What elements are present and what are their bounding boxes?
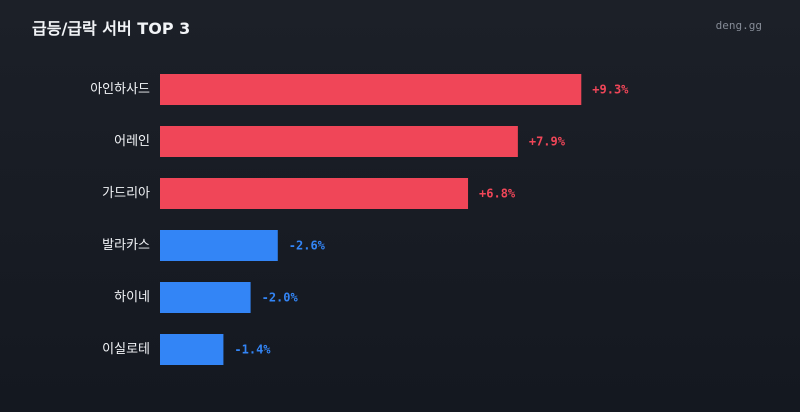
- value-label: -1.4%: [234, 343, 271, 357]
- chart-title: 급등/급락 서버 TOP 3: [32, 19, 191, 38]
- value-label: +9.3%: [592, 83, 629, 97]
- category-label: 발라카스: [102, 238, 150, 253]
- category-label: 가드리아: [102, 186, 150, 201]
- value-label: -2.0%: [262, 291, 299, 305]
- brand-logo-text: deng.gg: [715, 19, 762, 32]
- bar-decrease: [160, 282, 251, 313]
- bar-increase: [160, 74, 582, 105]
- category-label: 어레인: [114, 134, 150, 149]
- value-label: +7.9%: [529, 135, 566, 149]
- bar-increase: [160, 178, 469, 209]
- bar-decrease: [160, 334, 224, 365]
- category-label: 이실로테: [102, 342, 150, 357]
- value-label: -2.6%: [289, 239, 326, 253]
- category-label: 하이네: [114, 290, 150, 305]
- bar-decrease: [160, 230, 278, 261]
- value-label: +6.8%: [479, 187, 516, 201]
- bar-increase: [160, 126, 518, 157]
- category-label: 아인하사드: [90, 82, 150, 97]
